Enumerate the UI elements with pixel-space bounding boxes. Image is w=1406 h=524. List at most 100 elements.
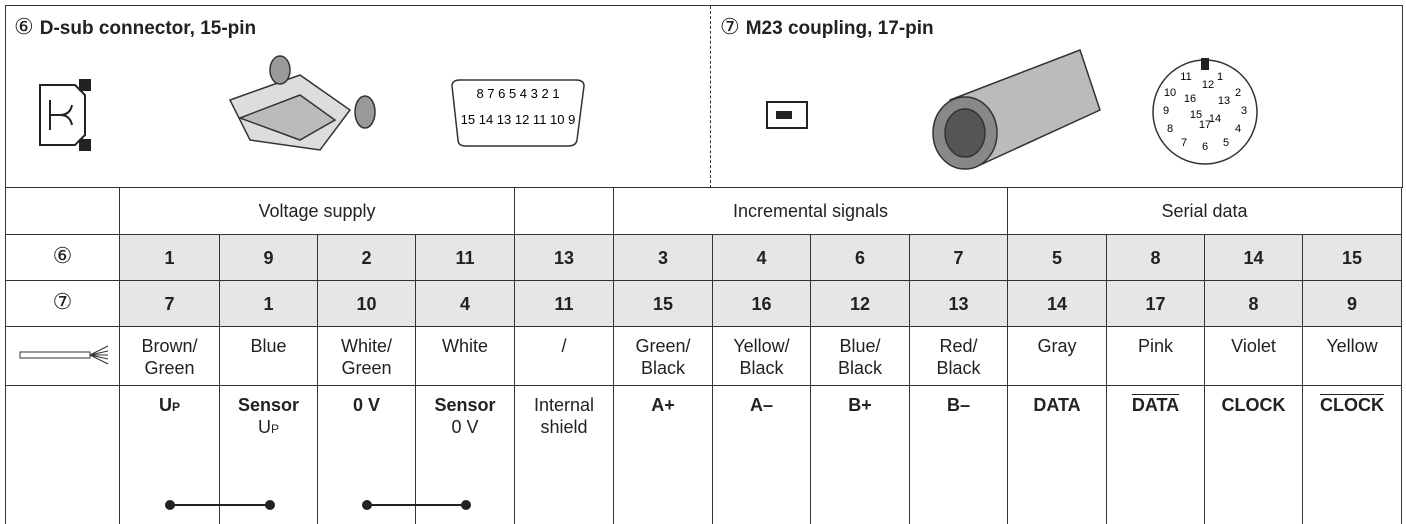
signal-cell: DATA: [1008, 386, 1107, 524]
signal-name: Sensor: [237, 395, 300, 415]
wire-color: Yellow/ Black: [733, 336, 790, 378]
cable-cell: [5, 327, 120, 386]
pin-label: 6: [1202, 141, 1208, 153]
subscript: P: [171, 400, 180, 414]
pin-cell: 13: [910, 281, 1008, 327]
pin-cell: 6: [811, 235, 910, 281]
color-cell: Red/ Black: [910, 327, 1008, 386]
wire-color: Red/ Black: [936, 336, 981, 378]
pin-cell: 10: [318, 281, 416, 327]
pin-label: 11: [1180, 71, 1191, 83]
pin-number: 12: [849, 294, 871, 314]
marker: ⑦: [52, 289, 73, 314]
group-label: Voltage supply: [258, 201, 376, 221]
title-text: M23 coupling, 17-pin: [745, 18, 934, 39]
signal-name: B+: [848, 395, 872, 415]
wire-color: Blue: [250, 336, 287, 356]
color-cell: /: [515, 327, 614, 386]
pin-cell: 16: [713, 281, 811, 327]
subscript: P: [270, 422, 279, 436]
pin-number: 11: [455, 248, 475, 268]
signal-cell: A–: [713, 386, 811, 524]
signal-cell: Sensor UP: [220, 386, 318, 524]
pin-number: 7: [953, 248, 964, 268]
group-header: [515, 187, 614, 235]
pin-number: 7: [164, 294, 175, 314]
wire-color: Gray: [1037, 336, 1077, 356]
row-marker: ⑥: [5, 235, 120, 281]
group-header: Serial data: [1008, 187, 1402, 235]
pin-number: 8: [1150, 248, 1161, 268]
pin-number: 15: [1341, 248, 1363, 268]
pin-number: 8: [1248, 294, 1259, 314]
pin-label: 16: [1184, 93, 1196, 105]
signal-cell: 0 V: [318, 386, 416, 524]
pin-cell: 1: [220, 281, 318, 327]
signal-cell: CLOCK: [1205, 386, 1303, 524]
color-cell: Brown/ Green: [120, 327, 220, 386]
pin-label: 14: [1209, 113, 1221, 125]
pin-cell: 11: [416, 235, 515, 281]
pin-cell: 13: [515, 235, 614, 281]
signal-name: Internal shield: [533, 395, 595, 437]
pin-label: 1: [1217, 71, 1223, 83]
color-cell: White/ Green: [318, 327, 416, 386]
pin-number: 17: [1145, 294, 1166, 314]
pin-number: 14: [1046, 294, 1068, 314]
pin-number: 9: [1346, 294, 1357, 314]
wire-color: Blue/ Black: [837, 336, 882, 378]
pin-number: 4: [459, 294, 470, 314]
pin-label: 7: [1181, 137, 1187, 149]
pin-number: 9: [263, 248, 274, 268]
color-cell: Yellow/ Black: [713, 327, 811, 386]
pin-cell: 9: [1303, 281, 1402, 327]
wire-color: Brown/ Green: [141, 336, 198, 378]
illustrations: 8 7 6 5 4 3 2 1 15 14 13 12 11 10 9 1234…: [39, 49, 1258, 170]
signal-name: A–: [749, 395, 773, 415]
pin-cell: 11: [515, 281, 614, 327]
pin-cell: 7: [120, 281, 220, 327]
pin-cell: 2: [318, 235, 416, 281]
signal-cell: DATA: [1107, 386, 1205, 524]
pin-label: 15: [1190, 109, 1202, 121]
pin-label: 4: [1235, 123, 1241, 135]
pin-cell: 7: [910, 235, 1008, 281]
signal-name: B–: [946, 395, 970, 415]
right-title: ⑦ M23 coupling, 17-pin: [720, 14, 934, 40]
pin-cell: 17: [1107, 281, 1205, 327]
sensor-links: [165, 500, 471, 510]
wire-color: White: [441, 336, 488, 356]
pin-cell: 1: [120, 235, 220, 281]
signal-cell: B–: [910, 386, 1008, 524]
signal-name: A+: [651, 395, 675, 415]
pin-label: 8: [1167, 123, 1173, 135]
signal-name: DATA: [1033, 395, 1081, 415]
left-title: ⑥ D-sub connector, 15-pin: [14, 14, 256, 40]
pin-label: 10: [1164, 87, 1176, 99]
pin-label: 12: [1202, 79, 1214, 91]
key: [1201, 58, 1209, 70]
pin-number: 13: [948, 294, 969, 314]
pin-row: 15 14 13 12 11 10 9: [461, 112, 576, 127]
signal-name: Sensor: [434, 395, 496, 415]
signal-line2: U: [257, 417, 271, 437]
color-cell: Green/ Black: [614, 327, 713, 386]
blank-cell: [5, 187, 120, 235]
signal-cell: A+: [614, 386, 713, 524]
wire-color: Pink: [1137, 336, 1173, 356]
pin-cell: 15: [1303, 235, 1402, 281]
signal-name: CLOCK: [1221, 395, 1286, 415]
dsub-photo: [228, 55, 376, 151]
signal-cell: Internal shield: [515, 386, 614, 524]
pin-number: 15: [652, 294, 674, 314]
signal-name: DATA: [1131, 395, 1180, 415]
cable-icon: [19, 345, 109, 365]
signal-name: U: [158, 395, 172, 415]
pin-number: 5: [1051, 248, 1062, 268]
dsub-symbol: [39, 79, 91, 151]
title-text: D-sub connector, 15-pin: [39, 18, 257, 39]
color-cell: White: [416, 327, 515, 386]
